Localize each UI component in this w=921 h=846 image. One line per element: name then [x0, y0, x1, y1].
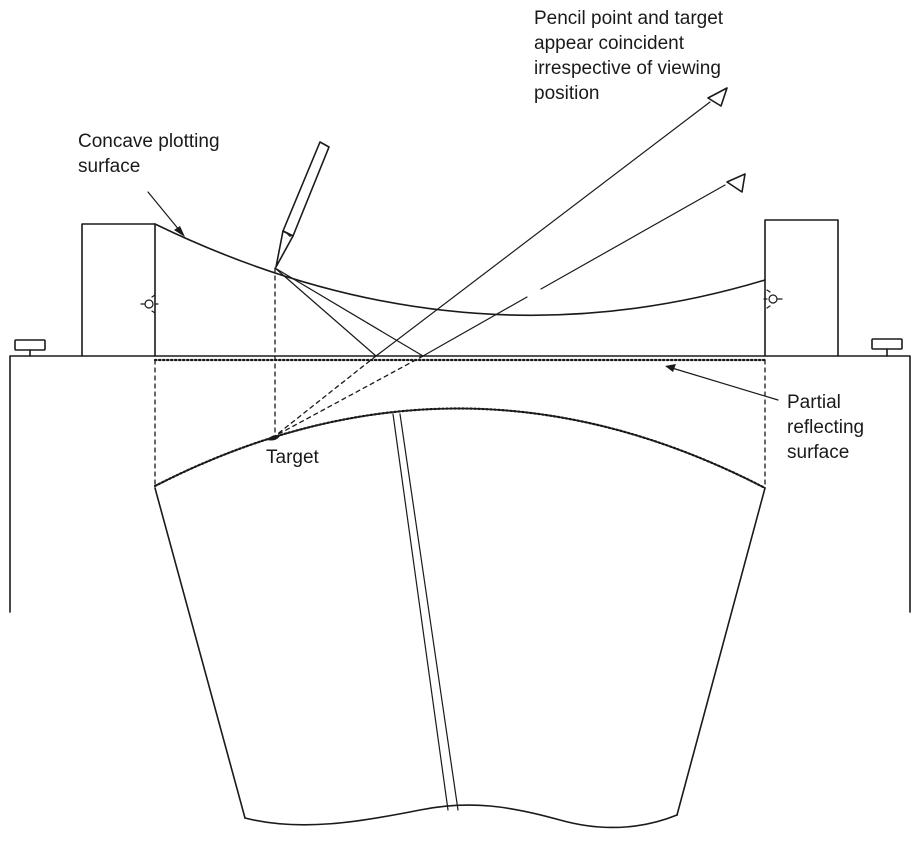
concave-plotting-surface-label: Concave plotting surface [78, 129, 220, 179]
concave-label-line-2: surface [78, 156, 141, 177]
partial-label-line-3: surface [787, 442, 850, 463]
ray-pencil-to-mirror-2 [274, 267, 424, 357]
pencil-note-line-3: irrespective of viewing [534, 58, 721, 79]
pencil-target-note: Pencil point and target appear coinciden… [534, 6, 723, 106]
partial-reflecting-surface-label: Partial reflecting surface [787, 390, 864, 465]
pencil-note-line-2: appear coincident [534, 33, 684, 54]
leveling-screw-icon [14, 339, 46, 357]
virtual-ray-2 [274, 355, 424, 437]
concave-label-line-1: Concave plotting [78, 131, 220, 152]
reflected-ray-2a [422, 296, 528, 357]
target-mark [267, 435, 280, 441]
reflected-ray-1 [375, 101, 711, 357]
lamp-icon [140, 294, 159, 314]
lamp-icon [763, 289, 783, 309]
concave-plotting-surface [154, 223, 766, 317]
eye-icon [726, 173, 746, 193]
pencil-note-line-1: Pencil point and target [534, 8, 724, 29]
base-table [9, 355, 911, 613]
table-top-outline [9, 355, 911, 613]
partial-label-line-1: Partial [787, 392, 841, 413]
ray-pencil-to-mirror-1 [274, 267, 377, 357]
partial-label-line-2: reflecting [787, 417, 865, 438]
pencil-icon [275, 141, 330, 268]
pencil-note-line-4: position [534, 83, 600, 104]
partial-surface-arrow [665, 364, 779, 401]
left-housing [81, 223, 156, 357]
virtual-ray-1 [274, 355, 377, 437]
spherical-surface-line [154, 407, 766, 489]
right-housing [764, 219, 839, 357]
concave-surface-arrow [147, 191, 185, 237]
lens-block [154, 413, 766, 829]
target-label: Target [266, 447, 319, 468]
leveling-screw-icon [871, 338, 903, 357]
reflected-ray-2b [540, 184, 726, 290]
eye-icon [707, 87, 728, 107]
